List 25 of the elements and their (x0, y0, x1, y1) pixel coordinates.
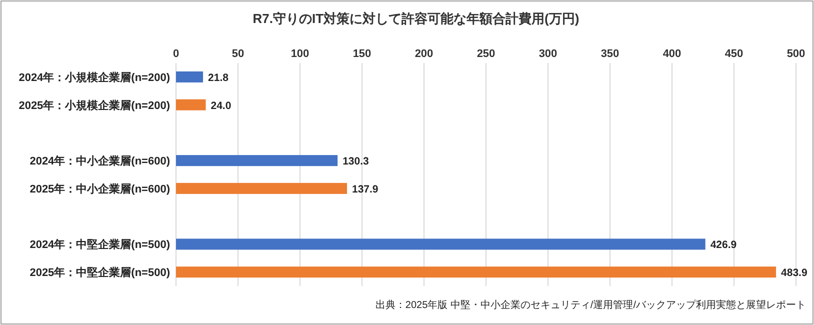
ytick: 2024年：小規模企業層(n=200) (18, 72, 170, 84)
xtick: 500 (786, 48, 806, 60)
ytick: 2024年：中小企業層(n=600) (30, 156, 170, 168)
data-label: 137.9 (352, 183, 378, 196)
xtick: 450 (724, 48, 744, 60)
data-label: 21.8 (208, 72, 228, 84)
ytick: 2024年：中堅企業層(n=500) (30, 239, 170, 252)
xtick: 100 (290, 48, 310, 60)
xtick: 350 (600, 48, 620, 60)
xtick: 300 (538, 48, 558, 60)
ytick: 2025年：小規模企業層(n=200) (18, 100, 170, 112)
xtick: 150 (352, 48, 372, 60)
xtick: 400 (662, 48, 682, 60)
data-label: 483.9 (781, 267, 808, 280)
data-label: 130.3 (342, 156, 369, 168)
xtick: 50 (232, 48, 244, 60)
annotation: 出典：2025年版 中堅・中小企業のセキュリティ/運用管理/バックアップ利用実態と展望レポート (375, 300, 806, 311)
ytick: 2025年：中堅企業層(n=500) (30, 267, 170, 280)
xtick: 0 (172, 48, 180, 60)
xtick: 250 (476, 48, 496, 60)
ytick: 2025年：中小企業層(n=600) (30, 183, 170, 196)
title: R7.守りのIT対策に対して許容可能な年額合計費用(万円) (252, 11, 580, 26)
data-label: 24.0 (210, 100, 232, 112)
data-label: 426.9 (710, 239, 737, 252)
xtick: 200 (414, 48, 434, 60)
